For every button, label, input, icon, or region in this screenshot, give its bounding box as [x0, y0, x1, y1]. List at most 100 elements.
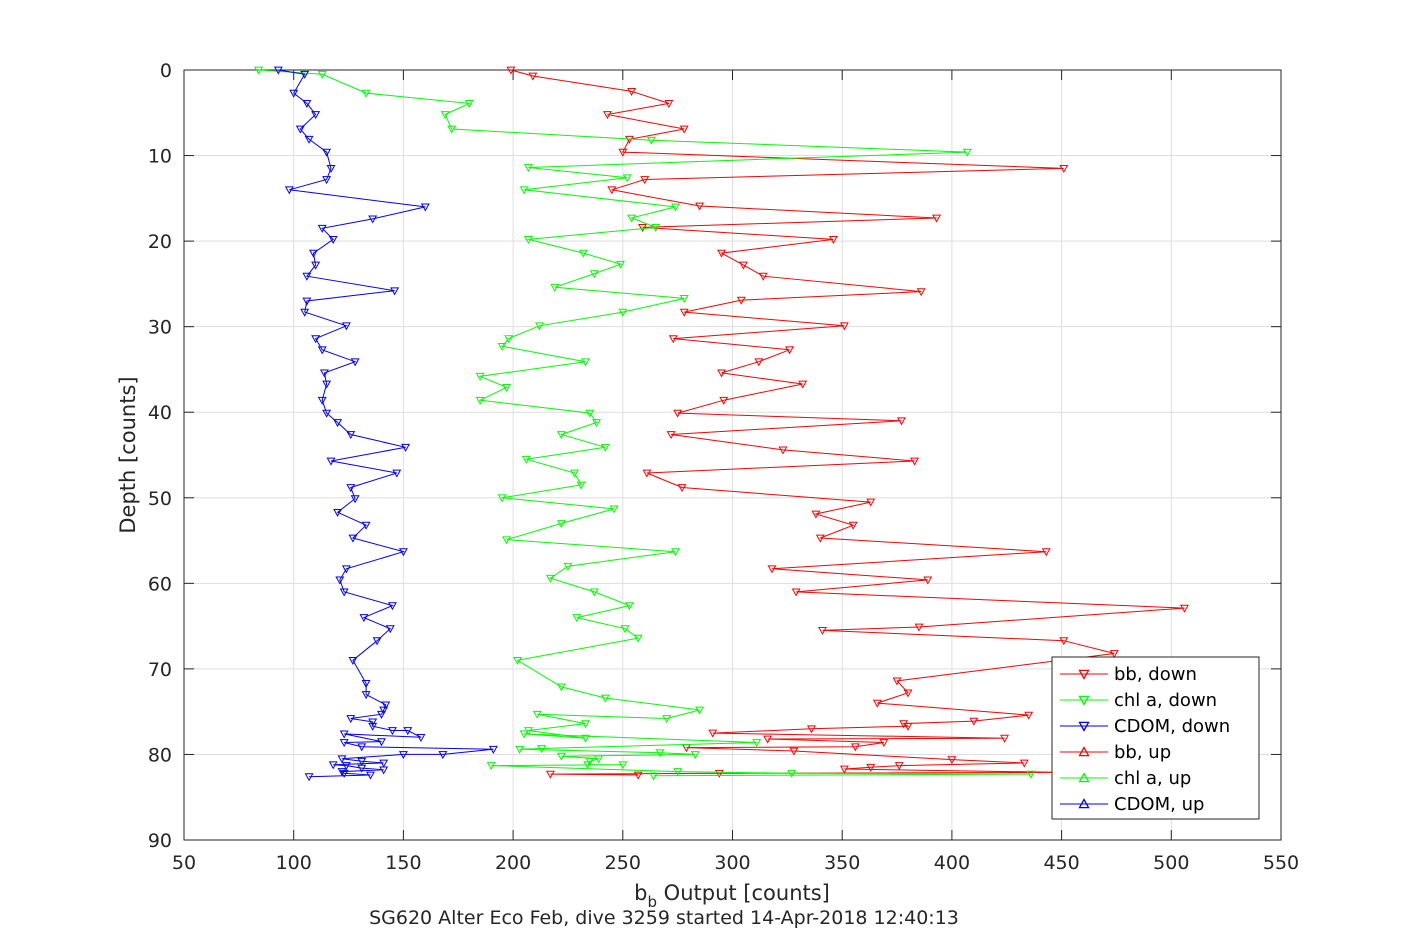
data-point-bb-down — [903, 689, 913, 698]
data-point-chl-a-down — [609, 505, 619, 514]
data-point-chl-a-down — [581, 720, 590, 729]
data-point-bb-down — [679, 308, 689, 317]
x-axis-title: bb Output [counts] — [634, 881, 830, 911]
legend: bb, down chl a, down CDOM, down bb, up chl a… — [1051, 656, 1260, 820]
data-point-chl-a-down — [633, 634, 643, 643]
data-point-chl-a-down — [600, 443, 610, 452]
data-point-chl-a-down — [787, 769, 797, 778]
data-point-chl-a-down — [589, 588, 599, 597]
data-point-cdom-down — [304, 135, 314, 144]
data-point-chl-a-down — [475, 396, 485, 405]
data-point-bb-down — [719, 396, 729, 405]
data-point-chl-a-down — [519, 730, 529, 739]
data-point-chl-a-down — [519, 186, 529, 195]
data-point-cdom-down — [308, 249, 318, 258]
data-point-chl-a-down — [962, 148, 972, 157]
data-point-cdom-down — [317, 224, 327, 233]
data-point-chl-a-down — [556, 520, 566, 529]
data-point-cdom-down — [346, 431, 356, 440]
data-point-bb-down — [739, 261, 748, 270]
data-point-bb-down — [736, 296, 746, 305]
data-point-bb-down — [899, 720, 909, 729]
data-point-bb-down — [624, 135, 634, 144]
data-point-cdom-down — [295, 125, 305, 134]
legend-box — [1051, 656, 1260, 820]
data-point-chl-a-down — [447, 125, 457, 134]
data-point-cdom-down — [357, 764, 367, 773]
data-point-bb-down — [1041, 548, 1051, 557]
data-point-bb-down — [896, 417, 906, 426]
data-point-bb-down — [695, 202, 705, 211]
data-point-chl-a-down — [589, 270, 599, 279]
y-tick-label: 70 — [148, 659, 172, 681]
data-point-bb-down — [910, 457, 920, 466]
x-tick-label: 300 — [714, 852, 750, 874]
x-axis-title-rest: Output [counts] — [657, 881, 830, 905]
data-point-bb-down — [618, 148, 628, 157]
legend-label-chl-a-down: chl a, down — [1114, 690, 1217, 711]
data-series — [254, 66, 1189, 782]
data-point-bb-down — [892, 677, 902, 686]
data-point-chl-a-down — [671, 548, 680, 557]
data-point-cdom-down — [311, 335, 321, 344]
data-point-bb-down — [932, 214, 941, 223]
data-point-bb-down — [914, 623, 924, 632]
data-point-chl-a-down — [679, 295, 689, 304]
data-point-cdom-down — [339, 739, 349, 748]
data-point-chl-a-down — [618, 761, 628, 770]
data-point-chl-a-down — [662, 715, 672, 724]
x-tick-label: 550 — [1263, 852, 1299, 874]
data-point-chl-a-down — [513, 656, 522, 665]
data-point-cdom-down — [377, 738, 386, 747]
x-tick-label: 500 — [1153, 852, 1189, 874]
x-tick-label: 200 — [495, 852, 531, 874]
data-point-cdom-down — [322, 176, 332, 185]
x-tick-label: 100 — [276, 852, 312, 874]
data-point-cdom-down — [361, 521, 371, 530]
data-point-bb-down — [754, 358, 764, 367]
data-point-cdom-down — [379, 759, 389, 768]
data-point-bb-down — [758, 272, 768, 281]
data-point-cdom-down — [302, 272, 312, 281]
data-point-bb-down — [633, 771, 643, 780]
legend-marker-chl-a-down — [1078, 695, 1090, 706]
data-point-chl-a-down — [537, 745, 547, 754]
data-point-cdom-down — [420, 203, 430, 212]
data-point-chl-a-down — [1026, 770, 1036, 779]
data-point-chl-a-down — [620, 625, 630, 634]
data-point-chl-a-down — [361, 89, 371, 98]
data-point-bb-down — [866, 498, 876, 507]
data-point-bb-down — [850, 743, 860, 752]
data-point-bb-down — [947, 756, 957, 765]
data-point-bb-down — [828, 236, 838, 245]
y-tick-label: 10 — [148, 146, 172, 168]
data-point-chl-a-down — [532, 710, 542, 719]
data-point-cdom-down — [348, 656, 358, 665]
y-axis-title: Depth [counts] — [116, 376, 140, 533]
data-point-cdom-down — [488, 745, 498, 754]
data-point-cdom-down — [346, 484, 356, 493]
data-point-bb-down — [894, 762, 904, 771]
data-point-bb-down — [969, 717, 979, 726]
data-point-cdom-down — [333, 508, 343, 517]
data-point-bb-down — [627, 88, 637, 97]
data-point-cdom-down — [357, 757, 367, 766]
data-point-chl-a-down — [464, 99, 474, 108]
data-point-chl-a-down — [570, 469, 579, 478]
data-point-cdom-down — [337, 768, 347, 777]
data-point-chl-a-down — [600, 694, 610, 703]
data-point-bb-down — [664, 99, 674, 108]
data-point-cdom-down — [335, 576, 345, 585]
data-point-bb-down — [839, 322, 849, 331]
data-point-chl-a-down — [616, 260, 626, 269]
data-point-cdom-down — [319, 369, 329, 378]
data-point-cdom-down — [326, 165, 336, 174]
data-point-cdom-down — [339, 769, 349, 778]
data-point-cdom-down — [341, 565, 351, 574]
data-point-chl-a-down — [673, 768, 683, 777]
data-point-chl-a-down — [486, 762, 496, 771]
data-point-cdom-down — [403, 727, 413, 736]
series-bb-down — [506, 66, 1189, 780]
data-point-cdom-down — [289, 89, 299, 98]
x-tick-label: 350 — [824, 852, 860, 874]
